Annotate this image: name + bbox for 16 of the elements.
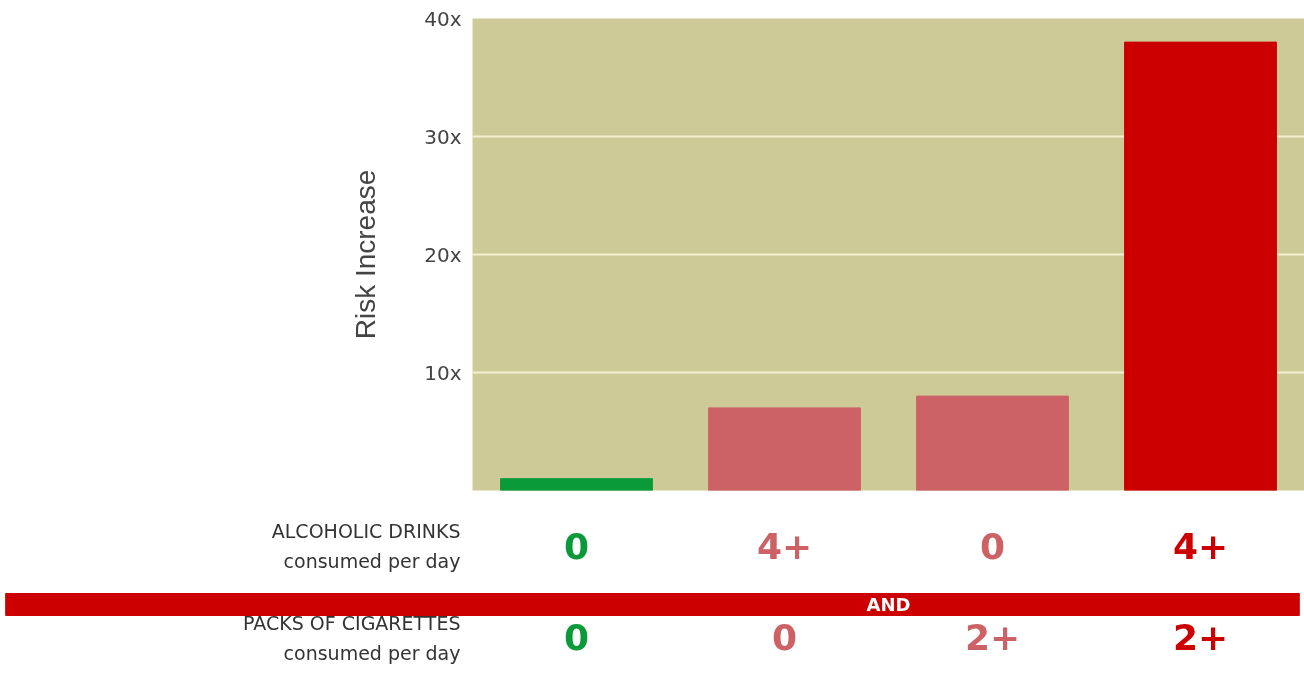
category-label: 4+ 0 <box>756 525 813 658</box>
y-tick-label: 10x <box>424 360 462 385</box>
category-label: 0 0 <box>563 525 590 658</box>
y-axis-title: Risk Increase <box>350 169 382 340</box>
bar <box>1124 41 1277 491</box>
text: ALCOHOLIC DRINKS consumed per day <box>271 519 461 572</box>
y-tick-label: 40x <box>424 6 462 31</box>
category-label: 0 2+ <box>964 525 1021 658</box>
bar <box>708 407 861 491</box>
bar <box>500 478 653 491</box>
y-tick-label: 20x <box>424 242 462 267</box>
bar <box>916 395 1069 491</box>
text: PACKS OF CIGARETTES consumed per day <box>243 611 461 664</box>
category-label: 4+ 2+ <box>1172 525 1229 658</box>
text: AND <box>866 594 911 615</box>
y-tick-label: 30x <box>424 124 462 149</box>
